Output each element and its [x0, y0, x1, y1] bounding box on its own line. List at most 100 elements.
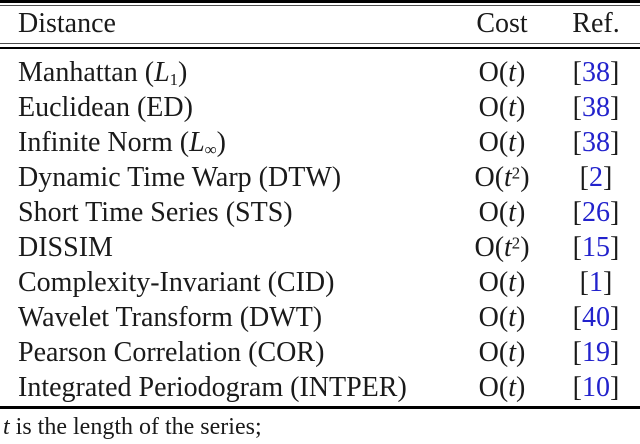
math-variable: L	[189, 126, 205, 158]
distance-cell: Infinite Norm (L∞)	[0, 127, 452, 159]
ref-bracket-close: ]	[610, 336, 620, 368]
cost-cell: O(t)	[452, 337, 552, 369]
footnote-text: is the length of the series;	[9, 414, 262, 440]
header-cost: Cost	[476, 8, 528, 39]
citation-link[interactable]: 1	[589, 266, 603, 298]
math-subscript: 1	[169, 69, 179, 89]
distance-label: Integrated Periodogram (INTPER)	[18, 371, 407, 403]
ref-cell: [26]	[552, 197, 640, 229]
table-row: Short Time Series (STS) O(t) [26]	[0, 195, 640, 230]
citation-link[interactable]: 26	[582, 196, 610, 228]
ref-cell: [40]	[552, 302, 640, 334]
cost-cell: O(t2)	[452, 232, 552, 264]
distance-label: Complexity-Invariant (CID)	[18, 266, 335, 298]
table-footnote: t is the length of the series;	[0, 409, 640, 441]
header-ref: Ref.	[572, 8, 620, 39]
header-bottom-rule-thin	[0, 42, 640, 44]
distance-label: Infinite Norm (	[18, 126, 190, 158]
cost-cell: O(t)	[452, 197, 552, 229]
ref-bracket-open: [	[579, 161, 589, 193]
distance-cell: Dynamic Time Warp (DTW)	[0, 162, 452, 194]
ref-bracket-open: [	[572, 91, 582, 123]
ref-bracket-close: ]	[610, 126, 620, 158]
ref-bracket-open: [	[572, 231, 582, 263]
cost-variable: t	[508, 336, 516, 368]
ref-bracket-close: ]	[610, 231, 620, 263]
cost-cell: O(t)	[452, 372, 552, 404]
cost-variable: t	[508, 301, 516, 333]
math-variable: L	[154, 56, 170, 88]
cost-cell: O(t)	[452, 92, 552, 124]
distance-label: Wavelet Transform (DWT)	[18, 301, 323, 333]
table-top-rule-thick	[0, 0, 640, 3]
ref-bracket-close: ]	[610, 196, 620, 228]
ref-bracket-close: ]	[610, 301, 620, 333]
header-bottom-rule-thick	[0, 46, 640, 49]
cost-variable: t	[508, 56, 516, 88]
distance-cell: DISSIM	[0, 232, 452, 264]
citation-link[interactable]: 15	[582, 231, 610, 263]
distance-label: Pearson Correlation (COR)	[18, 336, 325, 368]
footnote-variable: t	[3, 414, 10, 440]
cost-big-o: O(	[478, 336, 509, 368]
cost-variable: t	[508, 126, 516, 158]
cost-close-paren: )	[516, 371, 526, 403]
ref-cell: [2]	[552, 162, 640, 194]
citation-link[interactable]: 19	[582, 336, 610, 368]
distance-cell: Complexity-Invariant (CID)	[0, 267, 452, 299]
table-row: Euclidean (ED) O(t) [38]	[0, 90, 640, 125]
distance-label: Manhattan (	[18, 56, 155, 88]
distance-label-suffix: )	[216, 126, 226, 158]
citation-link[interactable]: 38	[582, 91, 610, 123]
table-top-rule-thin	[0, 4, 640, 6]
cost-close-paren: )	[516, 301, 526, 333]
distance-label: Short Time Series (STS)	[18, 196, 293, 228]
cost-variable: t	[504, 161, 512, 193]
ref-cell: [10]	[552, 372, 640, 404]
ref-cell: [15]	[552, 232, 640, 264]
cost-close-paren: )	[516, 336, 526, 368]
distance-cell: Integrated Periodogram (INTPER)	[0, 372, 452, 404]
citation-link[interactable]: 2	[589, 161, 603, 193]
table-header-row: Distance Cost Ref.	[0, 6, 640, 43]
distance-cell: Manhattan (L1)	[0, 57, 452, 89]
cost-big-o: O(	[474, 231, 505, 263]
cost-close-paren: )	[516, 196, 526, 228]
table-bottom-rule	[0, 406, 640, 409]
cost-big-o: O(	[474, 161, 505, 193]
citation-link[interactable]: 38	[582, 56, 610, 88]
cost-big-o: O(	[478, 196, 509, 228]
distance-cell: Short Time Series (STS)	[0, 197, 452, 229]
table-row: Pearson Correlation (COR) O(t) [19]	[0, 335, 640, 370]
math-subscript: ∞	[204, 139, 217, 159]
ref-cell: [38]	[552, 57, 640, 89]
cost-close-paren: )	[516, 126, 526, 158]
cost-cell: O(t)	[452, 57, 552, 89]
cost-cell: O(t)	[452, 302, 552, 334]
ref-bracket-close: ]	[610, 91, 620, 123]
cost-variable: t	[504, 231, 512, 263]
cost-cell: O(t2)	[452, 162, 552, 194]
citation-link[interactable]: 10	[582, 371, 610, 403]
citation-link[interactable]: 38	[582, 126, 610, 158]
ref-cell: [38]	[552, 92, 640, 124]
cost-big-o: O(	[478, 301, 509, 333]
citation-link[interactable]: 40	[582, 301, 610, 333]
cost-exponent: 2	[511, 162, 521, 182]
cost-close-paren: )	[516, 56, 526, 88]
ref-bracket-open: [	[572, 196, 582, 228]
cost-close-paren: )	[516, 266, 526, 298]
distance-cell: Pearson Correlation (COR)	[0, 337, 452, 369]
ref-bracket-close: ]	[603, 266, 613, 298]
table-row: Dynamic Time Warp (DTW) O(t2) [2]	[0, 160, 640, 195]
cost-variable: t	[508, 371, 516, 403]
cost-big-o: O(	[478, 371, 509, 403]
ref-bracket-open: [	[579, 266, 589, 298]
table-row: Integrated Periodogram (INTPER) O(t) [10…	[0, 370, 640, 405]
ref-bracket-open: [	[572, 301, 582, 333]
ref-bracket-open: [	[572, 126, 582, 158]
ref-bracket-close: ]	[603, 161, 613, 193]
cost-big-o: O(	[478, 126, 509, 158]
ref-cell: [38]	[552, 127, 640, 159]
